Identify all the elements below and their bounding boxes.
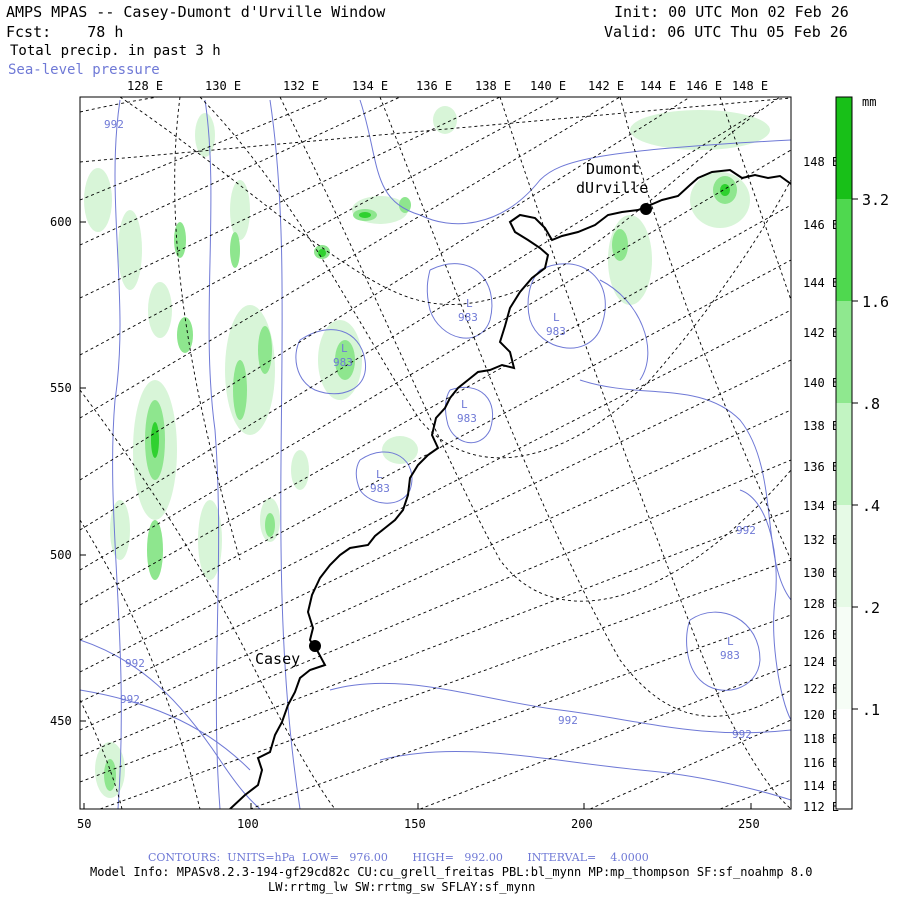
y-tick-label: 500 bbox=[50, 548, 72, 562]
pressure-label: 983 bbox=[370, 482, 390, 495]
right-lon-label: 132 E bbox=[803, 533, 839, 547]
right-lon-label: 146 E bbox=[803, 218, 839, 232]
colorbar-segment bbox=[836, 301, 852, 403]
colorbar-segment bbox=[836, 97, 852, 199]
right-lon-label: 142 E bbox=[803, 326, 839, 340]
colorbar-segment bbox=[836, 709, 852, 809]
precip-field bbox=[84, 106, 770, 798]
top-lon-label: 144 E bbox=[640, 79, 676, 93]
right-lon-label: 144 E bbox=[803, 276, 839, 290]
top-lon-label: 142 E bbox=[588, 79, 624, 93]
colorbar-segment bbox=[836, 403, 852, 505]
right-lon-label: 138 E bbox=[803, 419, 839, 433]
low-marker: L bbox=[376, 468, 383, 481]
x-tick-label: 150 bbox=[404, 817, 426, 831]
model-info-line2: LW:rrtmg_lw SW:rrtmg_sw SFLAY:sf_mynn bbox=[268, 880, 536, 894]
top-lon-label: 132 E bbox=[283, 79, 319, 93]
pressure-label: 992 bbox=[125, 657, 145, 670]
right-lon-label: 118 E bbox=[803, 732, 839, 746]
pressure-label: 983 bbox=[720, 649, 740, 662]
colorbar-label: .4 bbox=[862, 497, 880, 515]
pressure-label: 983 bbox=[458, 311, 478, 324]
pressure-label: 992 bbox=[104, 118, 124, 131]
forecast-hour: Fcst: 78 h bbox=[6, 23, 124, 41]
pressure-label: 992 bbox=[558, 714, 578, 727]
right-lon-label: 136 E bbox=[803, 460, 839, 474]
top-lon-axis: 128 E 130 E 132 E 134 E 136 E 138 E 140 … bbox=[127, 79, 768, 93]
dumont-station-marker bbox=[640, 203, 652, 215]
pressure-label: 983 bbox=[333, 356, 353, 369]
precip-title: Total precip. in past 3 h bbox=[10, 43, 221, 59]
top-lon-label: 134 E bbox=[352, 79, 388, 93]
right-lon-label: 148 E bbox=[803, 155, 839, 169]
pressure-labels: 992 983 983 983 983 983 992 983 992 992 … bbox=[104, 118, 756, 741]
x-axis: 50 100 150 200 250 bbox=[77, 803, 760, 831]
pressure-label: 983 bbox=[546, 325, 566, 338]
right-lon-label: 114 E bbox=[803, 779, 839, 793]
pressure-label: 992 bbox=[732, 728, 752, 741]
dumont-label-line2: dUrville bbox=[576, 179, 648, 197]
low-marker: L bbox=[553, 311, 560, 324]
pressure-contours bbox=[80, 99, 791, 809]
y-tick-label: 550 bbox=[50, 381, 72, 395]
right-lon-label: 112 E bbox=[803, 800, 839, 814]
x-tick-label: 50 bbox=[77, 817, 91, 831]
top-lon-label: 128 E bbox=[127, 79, 163, 93]
pressure-label: 983 bbox=[457, 412, 477, 425]
pressure-label: 992 bbox=[120, 693, 140, 706]
low-marker: L bbox=[341, 342, 348, 355]
right-lon-label: 126 E bbox=[803, 628, 839, 642]
colorbar-segment bbox=[836, 199, 852, 301]
contour-info: CONTOURS: UNITS=hPa LOW= 976.00 HIGH= 99… bbox=[148, 851, 649, 864]
top-lon-label: 130 E bbox=[205, 79, 241, 93]
right-lon-label: 122 E bbox=[803, 682, 839, 696]
right-lon-label: 134 E bbox=[803, 499, 839, 513]
top-lon-label: 136 E bbox=[416, 79, 452, 93]
colorbar-label: .8 bbox=[862, 395, 880, 413]
y-tick-label: 600 bbox=[50, 215, 72, 229]
right-lon-axis: 148 E 146 E 144 E 142 E 140 E 138 E 136 … bbox=[803, 155, 839, 814]
valid-time: Valid: 06 UTC Thu 05 Feb 26 bbox=[604, 23, 848, 41]
chart-title: AMPS MPAS -- Casey-Dumont d'Urville Wind… bbox=[6, 3, 386, 21]
slp-title: Sea-level pressure bbox=[8, 62, 160, 78]
low-marker: L bbox=[461, 398, 468, 411]
colorbar-border bbox=[835, 96, 853, 810]
y-tick-label: 450 bbox=[50, 714, 72, 728]
colorbar-label: .2 bbox=[862, 599, 880, 617]
colorbar: mm 3.2 1.6 .8 .4 .2 .1 bbox=[835, 95, 889, 810]
top-lon-label: 148 E bbox=[732, 79, 768, 93]
right-lon-label: 128 E bbox=[803, 597, 839, 611]
colorbar-label: 1.6 bbox=[862, 293, 889, 311]
top-lon-label: 140 E bbox=[530, 79, 566, 93]
x-tick-label: 100 bbox=[237, 817, 259, 831]
right-lon-label: 124 E bbox=[803, 655, 839, 669]
right-lon-label: 116 E bbox=[803, 756, 839, 770]
top-lon-label: 138 E bbox=[475, 79, 511, 93]
x-tick-label: 250 bbox=[738, 817, 760, 831]
x-tick-label: 200 bbox=[571, 817, 593, 831]
colorbar-label: .1 bbox=[862, 701, 880, 719]
right-lon-label: 120 E bbox=[803, 708, 839, 722]
pressure-label: 992 bbox=[736, 524, 756, 537]
coastline bbox=[229, 168, 791, 809]
low-marker: L bbox=[727, 635, 734, 648]
low-marker: L bbox=[466, 297, 473, 310]
model-info: Model Info: MPASv8.2.3-194-gf29cd82c CU:… bbox=[90, 865, 813, 879]
dumont-label-line1: Dumont bbox=[586, 160, 640, 178]
plot-area bbox=[80, 97, 791, 809]
init-time: Init: 00 UTC Mon 02 Feb 26 bbox=[614, 3, 849, 21]
casey-label: Casey bbox=[255, 650, 300, 668]
right-lon-label: 140 E bbox=[803, 376, 839, 390]
lat-lon-grid bbox=[80, 97, 791, 809]
colorbar-segment bbox=[836, 607, 852, 709]
casey-station-marker bbox=[309, 640, 321, 652]
y-axis: 600 550 500 450 bbox=[50, 215, 86, 728]
right-lon-label: 130 E bbox=[803, 566, 839, 580]
colorbar-label: 3.2 bbox=[862, 191, 889, 209]
colorbar-unit: mm bbox=[862, 95, 876, 109]
colorbar-segment bbox=[836, 505, 852, 607]
top-lon-label: 146 E bbox=[686, 79, 722, 93]
plot-border bbox=[79, 96, 792, 810]
